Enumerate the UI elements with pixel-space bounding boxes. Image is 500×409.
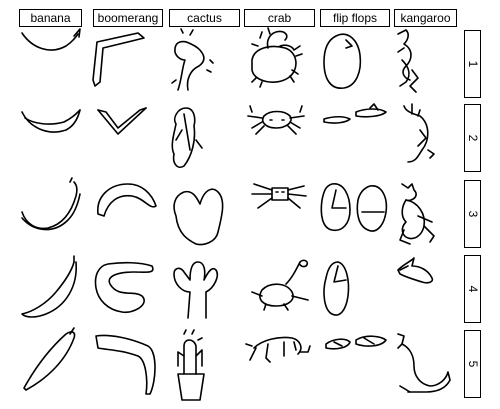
sketch-flip-flops-4 [323,261,350,316]
sketch-banana-2 [21,109,81,133]
row-label-4: 4 [464,255,481,323]
column-header-kangaroo: kangaroo [394,9,457,27]
sketch-crab-4 [251,259,309,311]
sketch-flip-flops-2 [323,103,387,124]
sketch-cactus-1 [171,28,214,91]
sketch-banana-1 [21,28,81,51]
sketch-banana-4 [21,255,77,318]
sketch-kangaroo-5 [397,333,451,393]
column-header-banana: banana [19,9,82,27]
sketch-crab-1 [251,27,303,88]
sketch-crab-2 [247,105,305,135]
sketch-flip-flops-5 [325,335,387,350]
column-header-boomerang: boomerang [93,9,163,27]
row-label-5: 5 [464,330,481,398]
sketch-boomerang-5 [95,334,156,395]
sketch-kangaroo-1 [397,29,419,93]
sketch-cactus-2 [171,107,203,169]
sketch-flip-flops-3 [320,183,388,232]
sketch-kangaroo-4 [397,257,434,284]
sketch-cactus-4 [173,261,219,319]
sketch-banana-5 [23,327,76,391]
sketch-crab-3 [251,183,307,209]
sketch-cactus-3 [173,188,224,246]
row-label-3: 3 [464,180,481,248]
column-header-flip-flops: flip flops [320,9,390,27]
row-label-1: 1 [464,30,481,98]
column-header-cactus: cactus [169,9,240,27]
sketch-banana-3 [21,177,81,231]
sketch-flip-flops-1 [323,33,362,89]
column-header-crab: crab [244,9,315,27]
sketch-crab-5 [245,336,311,363]
sketch-boomerang-2 [97,107,147,135]
sketch-boomerang-4 [94,261,154,314]
sketch-kangaroo-2 [403,103,435,163]
sketch-boomerang-3 [97,183,157,217]
sketch-boomerang-1 [92,32,145,87]
sketch-cactus-5 [177,329,205,401]
row-label-2: 2 [464,104,481,172]
sketch-kangaroo-3 [399,183,435,245]
